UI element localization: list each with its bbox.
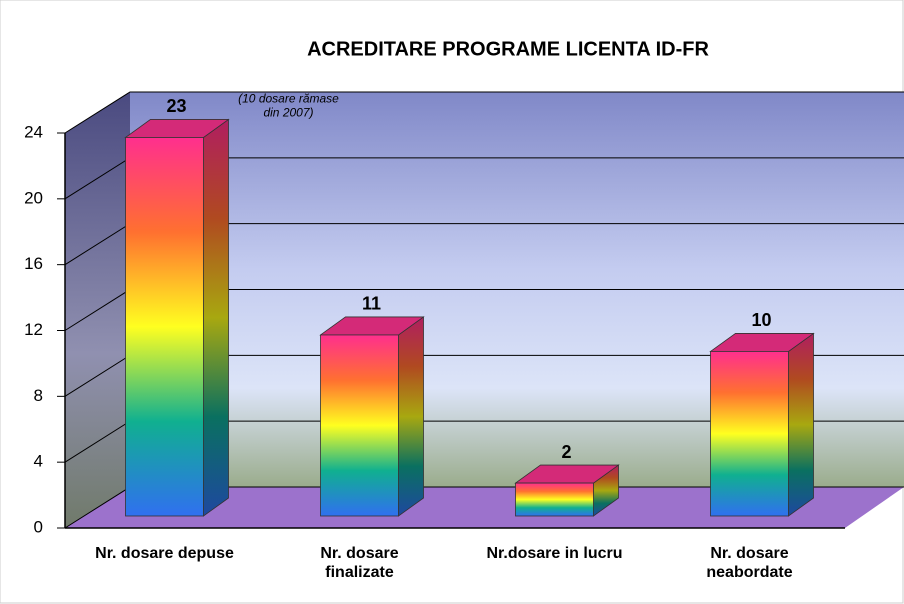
data-label: 23 (166, 96, 186, 116)
bar (320, 334, 399, 517)
bar-side (398, 316, 424, 517)
x-tick-label: Nr. dosare depuse (95, 545, 234, 562)
bar (710, 351, 789, 517)
y-tick-label: 20 (24, 188, 43, 207)
y-tick-label: 24 (24, 122, 43, 141)
annotation: (10 dosare rămase din 2007) (238, 92, 339, 120)
y-tick-label: 4 (34, 452, 43, 471)
bar-side (203, 118, 229, 517)
bar-side (788, 332, 814, 517)
grid-line (64, 91, 904, 134)
data-label: 2 (561, 442, 571, 462)
bar (515, 482, 594, 517)
y-tick-label: 12 (24, 320, 43, 339)
x-tick-label: Nr. dosare neabordate (706, 545, 792, 581)
y-tick-label: 16 (24, 254, 43, 273)
x-tick-label: Nr. dosare finalizate (320, 545, 398, 581)
bar (125, 137, 204, 517)
x-tick-label: Nr.dosare in lucru (486, 545, 622, 562)
data-label: 11 (362, 294, 381, 314)
y-tick-label: 8 (34, 386, 43, 405)
y-tick-label: 0 (34, 517, 43, 536)
floor (65, 487, 904, 528)
chart-title: ACREDITARE PROGRAME LICENTA ID-FR (307, 38, 709, 60)
data-label: 10 (751, 310, 771, 330)
